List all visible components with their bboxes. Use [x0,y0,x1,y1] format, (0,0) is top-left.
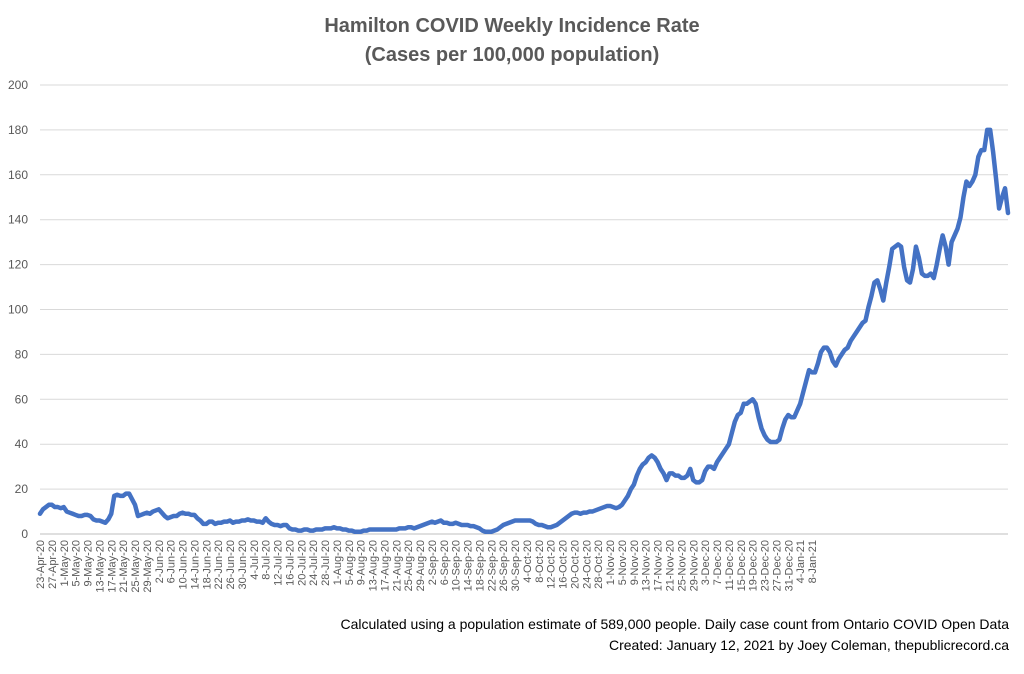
y-axis-tick-labels: 0 20 40 60 80 100 120 140 160 180 200 [8,78,28,541]
x-tick-label: 13-Aug-20 [368,540,380,591]
chart-title: Hamilton COVID Weekly Incidence Rate [324,15,700,37]
x-tick-label: 31-Dec-20 [783,540,795,591]
plot-area [37,127,1011,534]
x-tick-label: 27-Dec-20 [771,540,783,591]
x-tick-label: 11-Dec-20 [724,540,736,591]
x-tick-label: 14-Sep-20 [463,540,475,591]
x-tick-label: 17-Nov-20 [653,540,665,591]
x-tick-label: 21-Aug-20 [391,540,403,591]
y-tick-label: 160 [8,168,28,182]
x-tick-label: 4-Oct-20 [522,540,534,583]
y-tick-label: 20 [15,482,29,496]
footer-note: Calculated using a population estimate o… [340,616,1010,632]
x-tick-label: 10-Jun-20 [178,540,190,590]
x-tick-label: 13-May-20 [94,540,106,593]
x-tick-label: 17-May-20 [106,540,118,593]
y-tick-label: 40 [15,437,29,451]
gridlines [40,84,1008,535]
series-line [37,127,1011,534]
y-tick-label: 60 [15,392,29,406]
x-tick-label: 16-Oct-20 [558,540,570,589]
x-tick-label: 16-Jul-20 [284,540,296,586]
footer-credit: Created: January 12, 2021 by Joey Colema… [608,637,1009,653]
y-tick-label: 140 [8,213,28,227]
x-tick-label: 24-Jul-20 [308,540,320,586]
x-tick-label: 2-Jun-20 [154,540,166,583]
x-tick-label: 5-May-20 [71,540,83,586]
x-tick-label: 26-Jun-20 [225,540,237,590]
x-tick-label: 12-Oct-20 [546,540,558,589]
x-tick-label: 10-Sep-20 [451,540,463,591]
x-tick-label: 9-Nov-20 [629,540,641,585]
y-tick-label: 100 [8,303,28,317]
x-tick-label: 2-Sep-20 [427,540,439,585]
x-tick-label: 20-Jul-20 [296,540,308,586]
x-axis-tick-labels: 23-Apr-20 27-Apr-20 1-May-20 5-May-20 9-May-… [35,540,819,593]
x-tick-label: 25-May-20 [130,540,142,593]
x-tick-label: 22-Jun-20 [213,540,225,590]
x-tick-label: 26-Sep-20 [498,540,510,591]
y-tick-label: 120 [8,258,28,272]
x-tick-label: 21-Nov-20 [664,540,676,591]
x-tick-label: 8-Jan-21 [807,540,819,583]
x-tick-label: 28-Oct-20 [593,540,605,589]
x-tick-label: 1-Nov-20 [605,540,617,585]
x-tick-label: 25-Nov-20 [676,540,688,591]
chart-subtitle: (Cases per 100,000 population) [364,44,660,66]
x-tick-label: 8-Jul-20 [261,540,273,580]
x-tick-label: 30-Sep-20 [510,540,522,591]
x-tick-label: 17-Aug-20 [379,540,391,591]
x-tick-label: 4-Jul-20 [249,540,261,580]
x-tick-label: 14-Jun-20 [189,540,201,590]
x-tick-label: 23-Dec-20 [760,540,772,591]
x-tick-label: 6-Jun-20 [166,540,178,583]
x-tick-label: 24-Oct-20 [581,540,593,589]
x-tick-label: 5-Nov-20 [617,540,629,585]
x-tick-label: 12-Jul-20 [273,540,285,586]
x-tick-label: 3-Dec-20 [700,540,712,585]
x-tick-label: 29-Aug-20 [415,540,427,591]
x-tick-label: 1-May-20 [59,540,71,586]
x-tick-label: 28-Jul-20 [320,540,332,586]
x-tick-label: 23-Apr-20 [35,540,47,589]
x-tick-label: 8-Oct-20 [534,540,546,583]
x-tick-label: 9-May-20 [83,540,95,586]
x-tick-label: 15-Dec-20 [736,540,748,591]
x-tick-label: 6-Sep-20 [439,540,451,585]
x-tick-label: 7-Dec-20 [712,540,724,585]
x-tick-label: 18-Sep-20 [474,540,486,591]
y-tick-label: 200 [8,78,28,92]
x-tick-label: 5-Aug-20 [344,540,356,585]
x-tick-label: 22-Sep-20 [486,540,498,591]
x-tick-label: 13-Nov-20 [641,540,653,591]
x-tick-label: 29-Nov-20 [688,540,700,591]
x-tick-label: 20-Oct-20 [569,540,581,589]
x-tick-label: 27-Apr-20 [47,540,59,589]
y-tick-label: 180 [8,123,28,137]
x-tick-label: 29-May-20 [142,540,154,593]
x-tick-label: 18-Jun-20 [201,540,213,590]
x-tick-label: 19-Dec-20 [748,540,760,591]
x-tick-label: 25-Aug-20 [403,540,415,591]
y-tick-label: 80 [15,347,29,361]
x-tick-label: 9-Aug-20 [356,540,368,585]
x-tick-label: 30-Jun-20 [237,540,249,590]
x-tick-label: 1-Aug-20 [332,540,344,585]
x-tick-label: 4-Jan-21 [795,540,807,583]
y-tick-label: 0 [21,527,28,541]
x-tick-label: 21-May-20 [118,540,130,593]
